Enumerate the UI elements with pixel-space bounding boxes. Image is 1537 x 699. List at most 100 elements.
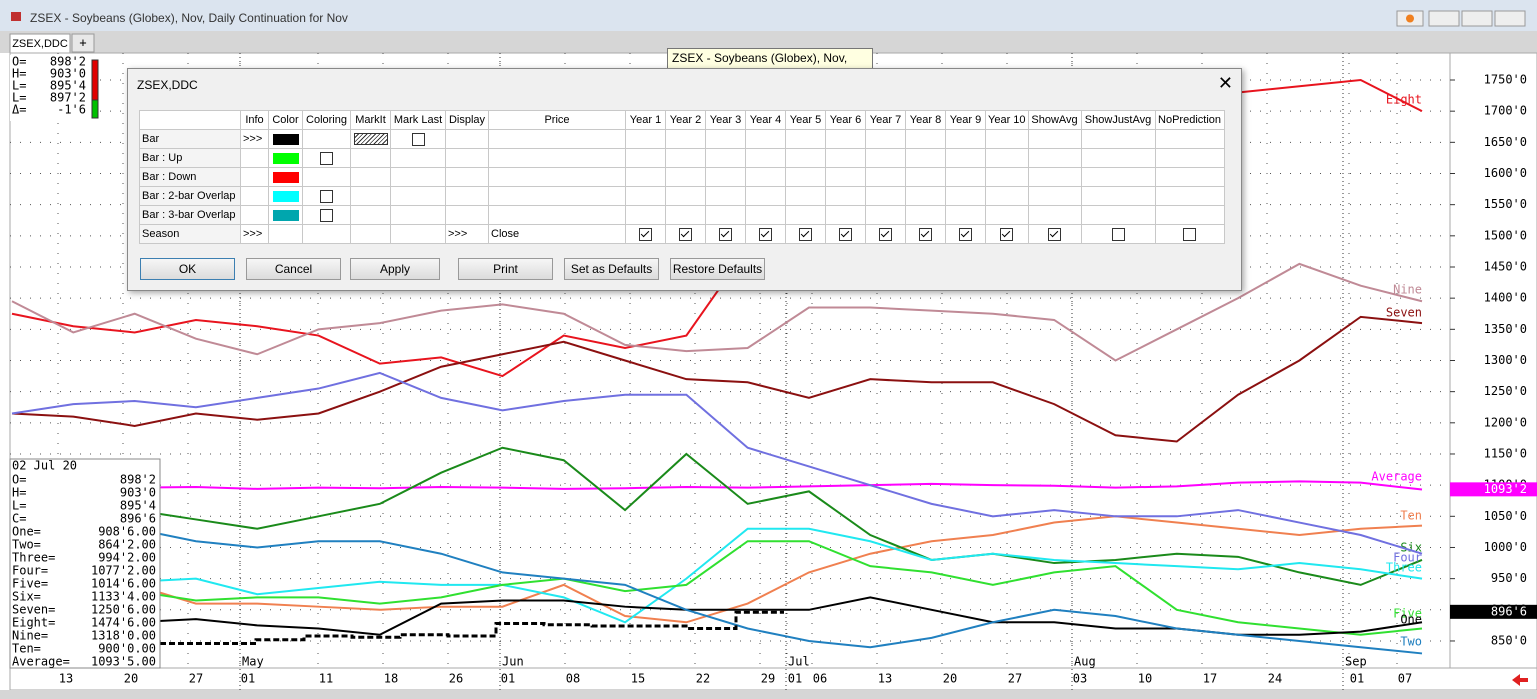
year-checkbox[interactable]	[919, 227, 932, 241]
maximize-button[interactable]	[1461, 10, 1493, 27]
cell	[865, 148, 906, 168]
option-checkbox[interactable]	[1048, 227, 1062, 241]
ohlc-value: 898'2	[50, 55, 86, 69]
data-value: 1250'6.00	[91, 603, 156, 617]
cell	[985, 186, 1029, 206]
header-cell: Price	[488, 110, 626, 130]
cell	[745, 224, 786, 244]
series-label: Four	[1393, 551, 1422, 565]
dialog-button[interactable]: Apply	[350, 258, 440, 280]
price-field[interactable]: Close	[491, 228, 520, 240]
cell	[865, 224, 906, 244]
data-label: H=	[12, 486, 26, 500]
data-value: 1474'6.00	[91, 616, 156, 630]
ohlc-box	[10, 55, 100, 121]
cell	[745, 129, 786, 149]
year-checkbox[interactable]	[799, 227, 812, 241]
data-label: Five=	[12, 577, 48, 591]
x-tick-label: 26	[449, 672, 463, 686]
x-tick-label: 10	[1138, 672, 1152, 686]
price-marker-label: 1093'2	[1484, 482, 1527, 496]
header-cell: Year 6	[825, 110, 866, 130]
coloring-checkbox[interactable]	[320, 208, 333, 222]
y-tick-label: 1400'0	[1484, 291, 1527, 305]
season-line	[11, 540, 1423, 636]
year-checkbox[interactable]	[759, 227, 772, 241]
data-label: One=	[12, 525, 41, 539]
info-link[interactable]: >>>	[243, 133, 263, 145]
cell	[390, 148, 446, 168]
cell	[825, 186, 866, 206]
year-checkbox[interactable]	[959, 227, 972, 241]
option-checkbox[interactable]	[1111, 227, 1125, 241]
cell	[302, 205, 351, 225]
scroll-arrow[interactable]	[1512, 674, 1528, 686]
dialog-button[interactable]: Set as Defaults	[564, 258, 659, 280]
cell	[865, 167, 906, 187]
month-label: May	[242, 655, 264, 669]
header-cell: Year 8	[905, 110, 946, 130]
mark-last-checkbox[interactable]	[411, 132, 425, 146]
new-tab-button[interactable]	[71, 33, 95, 53]
year-checkbox[interactable]	[879, 227, 892, 241]
year-checkbox[interactable]	[1000, 227, 1014, 241]
color-swatch[interactable]	[272, 171, 299, 183]
cell	[1154, 129, 1225, 149]
color-swatch[interactable]	[272, 209, 299, 221]
data-box	[9, 458, 161, 669]
cell	[1080, 205, 1156, 225]
dialog-button[interactable]: Cancel	[246, 258, 341, 280]
cell	[945, 186, 986, 206]
year-checkbox[interactable]	[719, 227, 732, 241]
option-checkbox[interactable]	[1183, 227, 1197, 241]
y-tick-label: 1650'0	[1484, 135, 1527, 149]
header-cell: Info	[240, 110, 269, 130]
tab-label: ZSEX,DDC	[12, 38, 68, 50]
series-label: Eight	[1386, 93, 1422, 107]
coloring-checkbox[interactable]	[320, 189, 333, 203]
minimize-button[interactable]	[1428, 10, 1460, 27]
data-value: 1133'4.00	[91, 590, 156, 604]
header-cell: Mark Last	[390, 110, 446, 130]
markit-pattern[interactable]	[353, 133, 388, 146]
app-icon	[11, 12, 21, 21]
cell	[985, 148, 1029, 168]
header-cell: Year 5	[785, 110, 826, 130]
cell	[945, 224, 986, 244]
info-link[interactable]: >>>	[243, 228, 263, 240]
year-checkbox[interactable]	[639, 227, 652, 241]
cell	[905, 224, 946, 244]
dialog-button[interactable]: OK	[140, 258, 235, 280]
header-cell: Year 10	[985, 110, 1029, 130]
cell	[445, 205, 489, 225]
close-button[interactable]	[1494, 10, 1526, 27]
header-cell	[139, 110, 241, 130]
title-bar	[0, 0, 1537, 31]
y-tick-label: 1250'0	[1484, 384, 1527, 398]
dialog-button[interactable]: Restore Defaults	[670, 258, 765, 280]
y-tick-label: 1450'0	[1484, 259, 1527, 273]
season-line	[11, 527, 1423, 624]
cell	[1080, 167, 1156, 187]
series-label: Nine	[1393, 283, 1422, 297]
cell	[488, 148, 626, 168]
x-tick-label: 01	[788, 672, 802, 686]
dialog-button[interactable]: Print	[458, 258, 553, 280]
year-checkbox[interactable]	[839, 227, 852, 241]
display-link[interactable]: >>>	[448, 228, 468, 240]
x-tick-label: 03	[1073, 672, 1087, 686]
cell	[945, 205, 986, 225]
settings-row: Bar : 2-bar Overlap	[139, 186, 1225, 206]
y-tick-label: 1550'0	[1484, 197, 1527, 211]
dialog-close[interactable]: ✕	[1217, 73, 1233, 93]
year-checkbox[interactable]	[679, 227, 692, 241]
color-swatch[interactable]	[272, 152, 299, 164]
coloring-checkbox[interactable]	[320, 151, 333, 165]
cell	[302, 129, 351, 149]
price-bars	[160, 610, 784, 645]
color-swatch[interactable]	[272, 133, 299, 145]
row-label: Bar : 3-bar Overlap	[139, 205, 241, 225]
cell	[905, 167, 946, 187]
color-swatch[interactable]	[272, 190, 299, 202]
data-value: 1318'0.00	[91, 629, 156, 643]
